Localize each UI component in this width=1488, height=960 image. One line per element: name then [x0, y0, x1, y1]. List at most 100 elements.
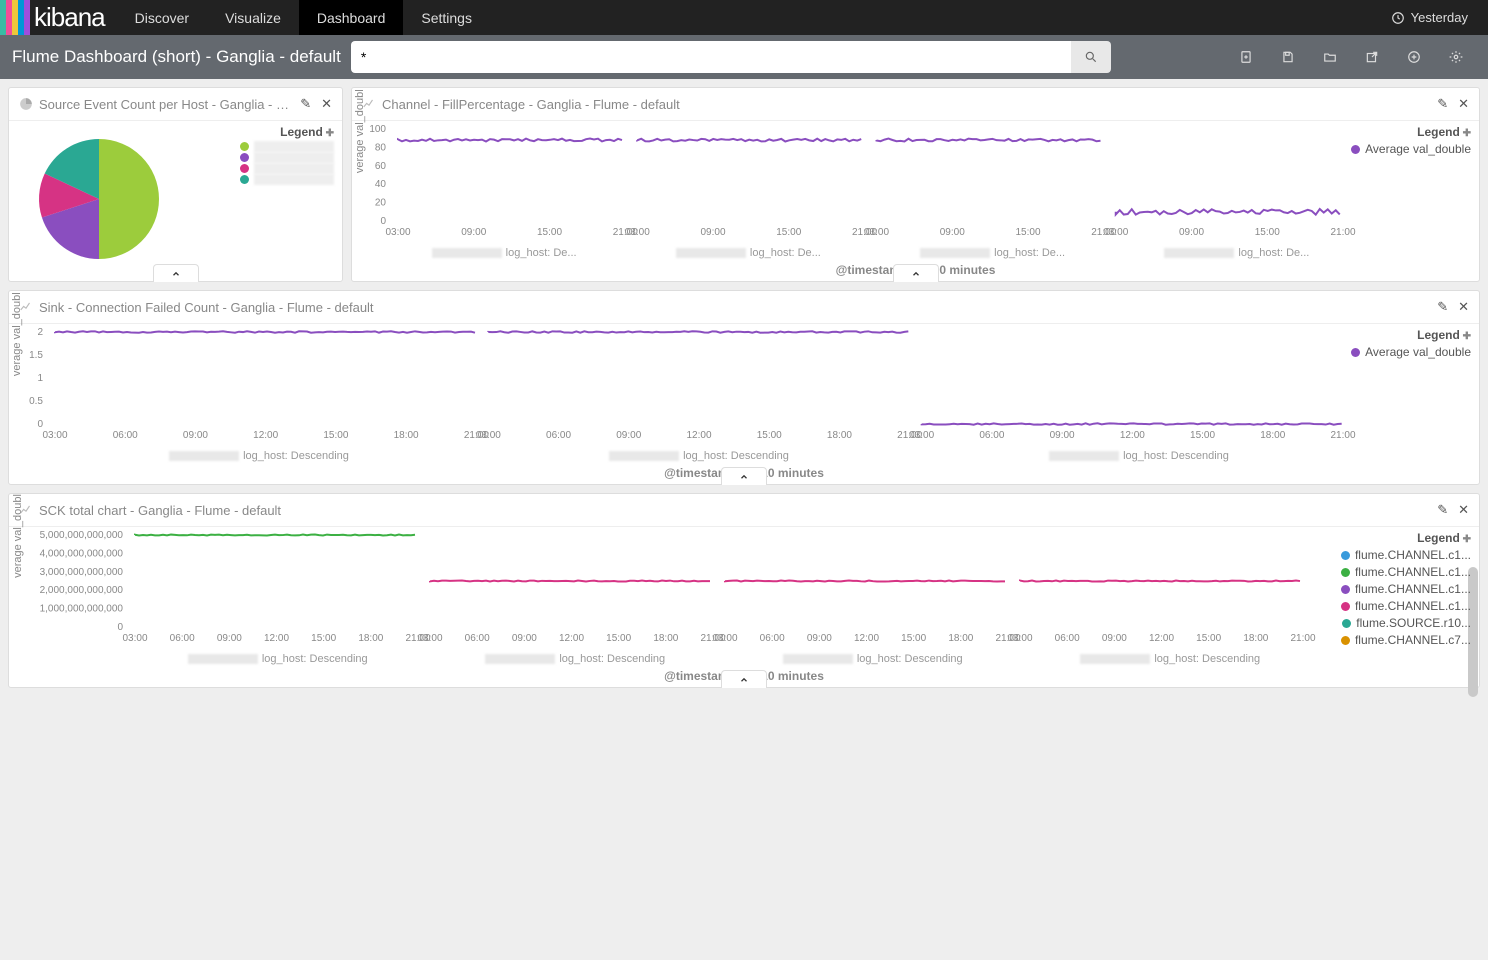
- svg-text:15:00: 15:00: [1015, 227, 1040, 238]
- clock-icon: [1391, 11, 1405, 25]
- remove-panel-button[interactable]: ✕: [1458, 502, 1469, 518]
- legend-item[interactable]: flume.SOURCE.r10...: [1341, 615, 1471, 632]
- panel-header: Source Event Count per Host - Ganglia - …: [9, 88, 342, 121]
- add-panel-button[interactable]: [1394, 41, 1434, 73]
- svg-text:0: 0: [380, 216, 386, 227]
- nav-tab-visualize[interactable]: Visualize: [207, 0, 299, 35]
- save-dashboard-button[interactable]: [1268, 41, 1308, 73]
- legend-item[interactable]: Average val_double: [1351, 141, 1471, 158]
- legend-item[interactable]: flume.CHANNEL.c7...: [1341, 632, 1471, 649]
- svg-text:0.5: 0.5: [29, 396, 43, 407]
- svg-text:60: 60: [375, 161, 387, 172]
- open-dashboard-button[interactable]: [1310, 41, 1350, 73]
- legend-item[interactable]: Average val_double: [1351, 344, 1471, 361]
- edit-panel-button[interactable]: ✎: [1437, 502, 1448, 518]
- panel-sink-connection-failed: Sink - Connection Failed Count - Ganglia…: [8, 290, 1480, 485]
- panel-body: verage val_doubl Legend Average val_doub…: [352, 121, 1479, 281]
- nav-tab-discover[interactable]: Discover: [117, 0, 207, 35]
- chart-legend[interactable]: Legend Average val_double: [1351, 125, 1471, 158]
- svg-text:12:00: 12:00: [1120, 430, 1145, 441]
- panel-expand-toggle[interactable]: [721, 670, 767, 688]
- svg-text:20: 20: [375, 198, 387, 209]
- chart-legend[interactable]: Legend: [240, 125, 334, 185]
- svg-text:15:00: 15:00: [311, 633, 336, 644]
- svg-text:09:00: 09:00: [700, 227, 725, 238]
- remove-panel-button[interactable]: ✕: [321, 96, 332, 112]
- svg-text:09:00: 09:00: [217, 633, 242, 644]
- svg-text:03:00: 03:00: [385, 227, 410, 238]
- folder-open-icon: [1323, 50, 1337, 64]
- legend-item-label: flume.CHANNEL.c1...: [1355, 581, 1471, 598]
- legend-item[interactable]: [240, 174, 334, 185]
- svg-text:1.5: 1.5: [29, 350, 43, 361]
- legend-item[interactable]: [240, 152, 334, 163]
- svg-text:18:00: 18:00: [948, 633, 973, 644]
- search-icon: [1084, 50, 1098, 64]
- chart-legend[interactable]: Legend Average val_double: [1351, 328, 1471, 361]
- remove-panel-button[interactable]: ✕: [1458, 299, 1469, 315]
- svg-text:2: 2: [37, 327, 43, 338]
- logo-color-bars: [0, 0, 30, 35]
- panel-header: Channel - FillPercentage - Ganglia - Flu…: [352, 88, 1479, 121]
- share-dashboard-button[interactable]: [1352, 41, 1392, 73]
- svg-text:06:00: 06:00: [546, 430, 571, 441]
- svg-text:06:00: 06:00: [760, 633, 785, 644]
- facet-label: log_host: Descending: [188, 653, 368, 665]
- legend-item[interactable]: flume.CHANNEL.c1...: [1341, 598, 1471, 615]
- time-filter-label: Yesterday: [1411, 10, 1468, 25]
- search-button[interactable]: [1071, 41, 1111, 73]
- panel-expand-toggle[interactable]: [893, 264, 939, 282]
- pie-chart: [9, 121, 189, 271]
- panel-channel-fillpercentage: Channel - FillPercentage - Ganglia - Flu…: [351, 87, 1480, 282]
- legend-item[interactable]: flume.CHANNEL.c1...: [1341, 581, 1471, 598]
- svg-text:09:00: 09:00: [616, 430, 641, 441]
- time-filter[interactable]: Yesterday: [1391, 0, 1488, 35]
- nav-tab-dashboard[interactable]: Dashboard: [299, 0, 404, 35]
- svg-text:06:00: 06:00: [170, 633, 195, 644]
- svg-text:15:00: 15:00: [776, 227, 801, 238]
- panel-body: verage val_doubl Legend flume.CHANNEL.c1…: [9, 527, 1479, 687]
- svg-text:12:00: 12:00: [253, 430, 278, 441]
- legend-item[interactable]: [240, 163, 334, 174]
- facet-label: log_host: De...: [920, 247, 1065, 259]
- svg-text:18:00: 18:00: [827, 430, 852, 441]
- panel-expand-toggle[interactable]: [153, 264, 199, 282]
- new-dashboard-button[interactable]: [1226, 41, 1266, 73]
- dashboard-toolbar: [1226, 41, 1476, 73]
- svg-text:21:00: 21:00: [1330, 430, 1355, 441]
- svg-text:03:00: 03:00: [1007, 633, 1032, 644]
- edit-panel-button[interactable]: ✎: [1437, 96, 1448, 112]
- nav-tab-settings[interactable]: Settings: [403, 0, 490, 35]
- panel-title: SCK total chart - Ganglia - Flume - defa…: [39, 503, 1431, 518]
- dashboard-title: Flume Dashboard (short) - Ganglia - defa…: [12, 47, 341, 67]
- kibana-logo-text: kibana: [30, 0, 117, 35]
- legend-item[interactable]: [240, 141, 334, 152]
- svg-text:18:00: 18:00: [358, 633, 383, 644]
- remove-panel-button[interactable]: ✕: [1458, 96, 1469, 112]
- query-input[interactable]: [351, 41, 1071, 73]
- svg-text:09:00: 09:00: [807, 633, 832, 644]
- edit-panel-button[interactable]: ✎: [1437, 299, 1448, 315]
- svg-text:03:00: 03:00: [122, 633, 147, 644]
- dashboard-row-1: Source Event Count per Host - Ganglia - …: [8, 87, 1480, 282]
- svg-text:0: 0: [37, 419, 43, 430]
- legend-item[interactable]: flume.CHANNEL.c1...: [1341, 547, 1471, 564]
- panel-actions: ✎✕: [1437, 299, 1469, 315]
- main-nav-tabs: DiscoverVisualizeDashboardSettings: [117, 0, 490, 35]
- facet-label: log_host: Descending: [609, 450, 789, 462]
- facet-label: log_host: Descending: [783, 653, 963, 665]
- svg-text:18:00: 18:00: [394, 430, 419, 441]
- legend-item-label: Average val_double: [1365, 141, 1471, 158]
- svg-text:15:00: 15:00: [1196, 633, 1221, 644]
- options-button[interactable]: [1436, 41, 1476, 73]
- panel-body: Legend: [9, 121, 342, 281]
- svg-text:80: 80: [375, 142, 387, 153]
- edit-panel-button[interactable]: ✎: [300, 96, 311, 112]
- chart-legend[interactable]: Legend flume.CHANNEL.c1...flume.CHANNEL.…: [1341, 531, 1471, 649]
- chevron-up-icon: [739, 675, 749, 685]
- panel-expand-toggle[interactable]: [721, 467, 767, 485]
- chevron-up-icon: [171, 269, 181, 279]
- legend-item[interactable]: flume.CHANNEL.c1...: [1341, 564, 1471, 581]
- svg-text:03:00: 03:00: [909, 430, 934, 441]
- panel-actions: ✎✕: [1437, 502, 1469, 518]
